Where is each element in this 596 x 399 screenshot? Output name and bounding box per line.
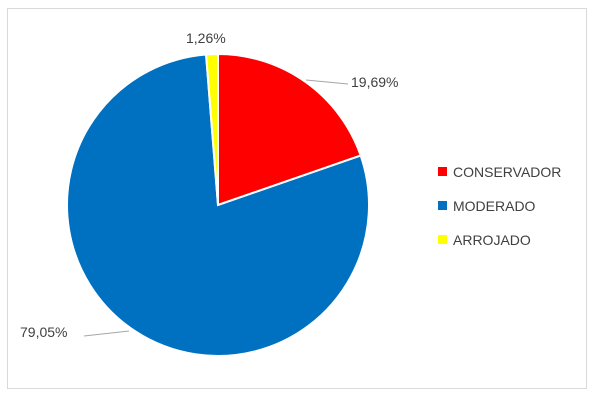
legend-swatch-moderado xyxy=(438,201,447,210)
data-label-moderado: 79,05% xyxy=(20,324,67,340)
chart-frame xyxy=(7,8,587,389)
pie-slice-moderado xyxy=(66,53,370,357)
data-label-arrojado: 1,26% xyxy=(186,30,226,46)
pie-slice-arrojado xyxy=(204,52,219,206)
legend-swatch-conservador xyxy=(438,167,447,176)
leader-line-conservador xyxy=(305,79,349,85)
data-label-conservador: 19,69% xyxy=(351,74,398,90)
legend-label-conservador: CONSERVADOR xyxy=(453,164,561,180)
leader-line-moderado xyxy=(83,330,130,337)
legend-swatch-arrojado xyxy=(438,235,447,244)
legend-label-moderado: MODERADO xyxy=(453,198,536,214)
legend-label-arrojado: ARROJADO xyxy=(453,232,531,248)
